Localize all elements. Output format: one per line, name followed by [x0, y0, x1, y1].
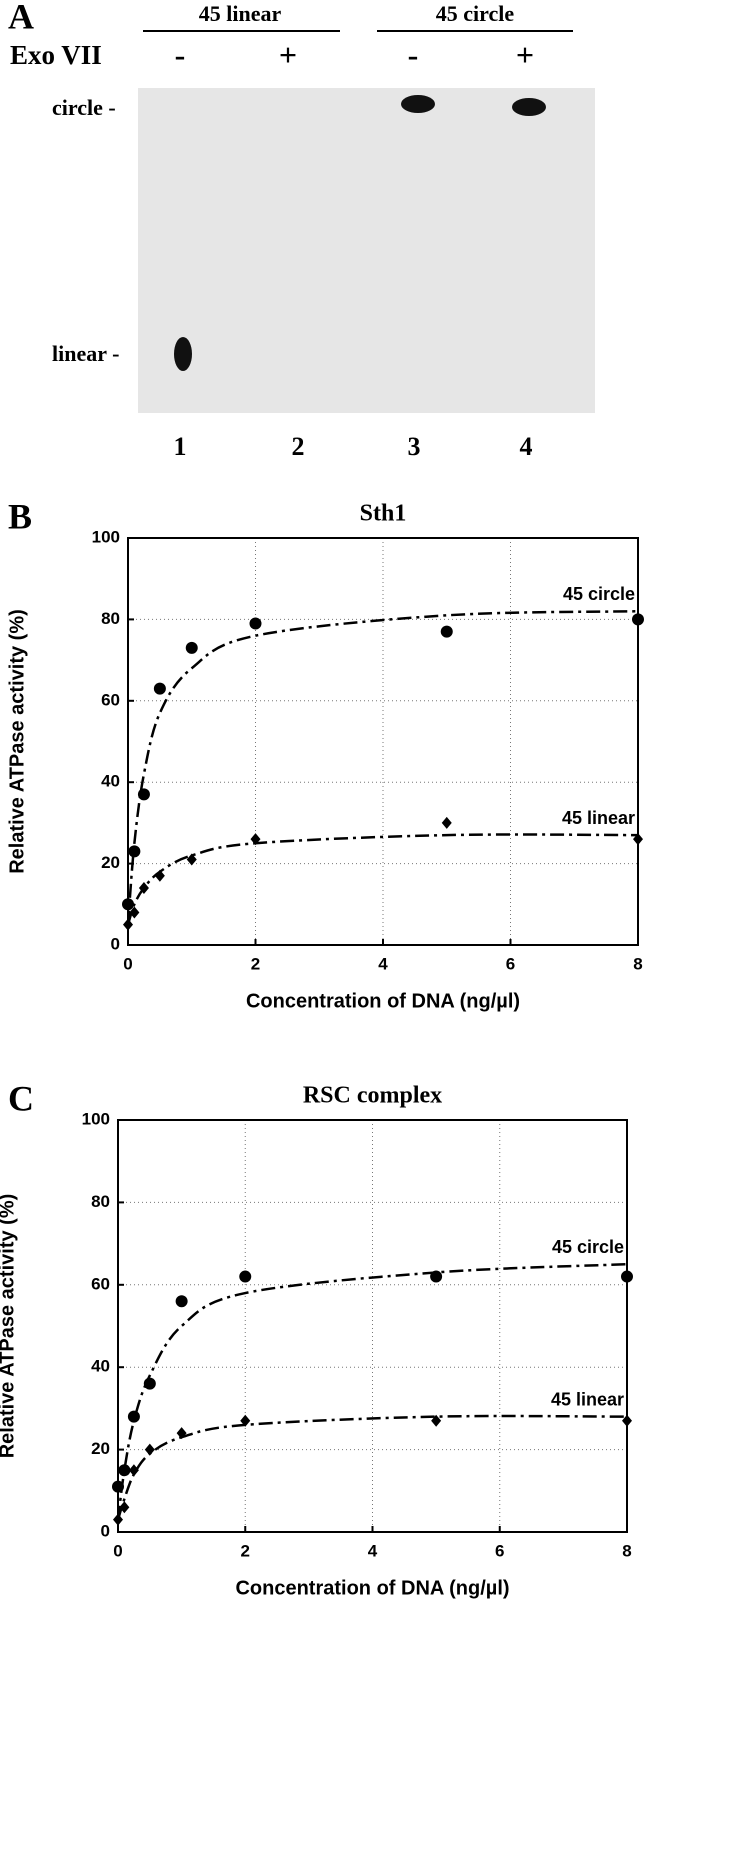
- x-tick-label: 8: [633, 954, 642, 973]
- group-label: 45 linear: [199, 1, 282, 26]
- fit-curve: [126, 610, 639, 925]
- y-tick-label: 20: [101, 853, 120, 872]
- fit-curve: [116, 1262, 628, 1520]
- data-point: [632, 613, 644, 626]
- y-tick-label: 0: [111, 934, 120, 953]
- data-point: [185, 641, 198, 654]
- fit-curve: [126, 833, 639, 926]
- x-tick-label: 6: [495, 1541, 504, 1560]
- y-tick-label: 40: [91, 1357, 110, 1376]
- x-tick-label: 8: [622, 1541, 631, 1560]
- y-axis-label: Relative ATPase activity (%): [0, 1194, 18, 1459]
- y-tick-label: 60: [101, 690, 120, 709]
- gel: [138, 88, 595, 413]
- treatment: -: [408, 36, 419, 72]
- data-point: [176, 1427, 187, 1440]
- panel-label: B: [8, 496, 32, 536]
- y-tick-label: 80: [91, 1192, 110, 1211]
- data-point: [128, 845, 141, 858]
- y-tick-label: 60: [91, 1274, 110, 1293]
- series-label: 45 linear: [551, 1389, 624, 1409]
- band-label: circle -: [52, 95, 116, 120]
- data-point: [153, 682, 166, 695]
- band: [174, 337, 192, 371]
- y-tick-label: 40: [101, 772, 120, 791]
- x-tick-label: 0: [113, 1541, 122, 1560]
- plot-frame: [127, 537, 639, 946]
- data-point: [250, 833, 261, 846]
- band: [401, 95, 435, 113]
- data-point: [127, 1410, 140, 1423]
- x-axis-label: Concentration of DNA (ng/µl): [246, 990, 520, 1012]
- series-label: 45 linear: [562, 808, 635, 828]
- treatment: -: [175, 36, 186, 72]
- treatment: +: [516, 36, 534, 72]
- data-point: [633, 833, 643, 846]
- data-point: [143, 1377, 156, 1390]
- y-tick-label: 20: [91, 1439, 110, 1458]
- group-label: 45 circle: [436, 1, 515, 26]
- data-point: [240, 1414, 251, 1427]
- data-point: [113, 1513, 123, 1526]
- data-point: [128, 1464, 139, 1477]
- row-label: Exo VII: [10, 40, 102, 70]
- data-point: [122, 898, 134, 911]
- data-point: [175, 1295, 188, 1308]
- x-tick-label: 2: [241, 1541, 250, 1560]
- data-point: [119, 1501, 130, 1514]
- fit-curve: [116, 1414, 628, 1521]
- data-point: [239, 1270, 252, 1283]
- plot-frame: [117, 1119, 628, 1533]
- band-label: linear -: [52, 341, 119, 366]
- data-point: [112, 1480, 124, 1493]
- data-point: [431, 1414, 442, 1427]
- data-point: [138, 882, 149, 895]
- data-point: [137, 788, 150, 801]
- y-tick-label: 80: [101, 609, 120, 628]
- data-point: [621, 1270, 633, 1283]
- data-point: [144, 1443, 155, 1456]
- y-tick-label: 100: [82, 1109, 110, 1128]
- x-tick-label: 6: [506, 954, 515, 973]
- data-point: [430, 1270, 443, 1283]
- lane-label: 4: [520, 432, 533, 461]
- treatment: +: [279, 36, 297, 72]
- lane-label: 3: [408, 432, 421, 461]
- x-tick-label: 0: [123, 954, 132, 973]
- data-point: [123, 918, 133, 931]
- chart-title: Sth1: [360, 501, 407, 527]
- panel-label: A: [8, 0, 34, 36]
- series-label: 45 circle: [552, 1237, 624, 1257]
- x-tick-label: 4: [368, 1541, 378, 1560]
- y-tick-label: 100: [92, 527, 120, 546]
- data-point: [154, 869, 165, 882]
- data-point: [622, 1414, 632, 1427]
- data-point: [129, 906, 140, 919]
- lane-label: 1: [174, 432, 187, 461]
- data-point: [440, 625, 453, 638]
- chart-title: RSC complex: [303, 1083, 442, 1109]
- y-tick-label: 0: [101, 1521, 110, 1540]
- data-point: [249, 617, 262, 630]
- x-tick-label: 4: [378, 954, 388, 973]
- panel-label: C: [8, 1078, 34, 1118]
- data-point: [186, 853, 197, 866]
- series-label: 45 circle: [563, 584, 635, 604]
- data-point: [118, 1464, 131, 1477]
- band: [512, 98, 546, 116]
- x-axis-label: Concentration of DNA (ng/µl): [235, 1577, 509, 1599]
- lane-label: 2: [292, 432, 305, 461]
- x-tick-label: 2: [251, 954, 260, 973]
- data-point: [441, 816, 452, 829]
- y-axis-label: Relative ATPase activity (%): [6, 609, 28, 874]
